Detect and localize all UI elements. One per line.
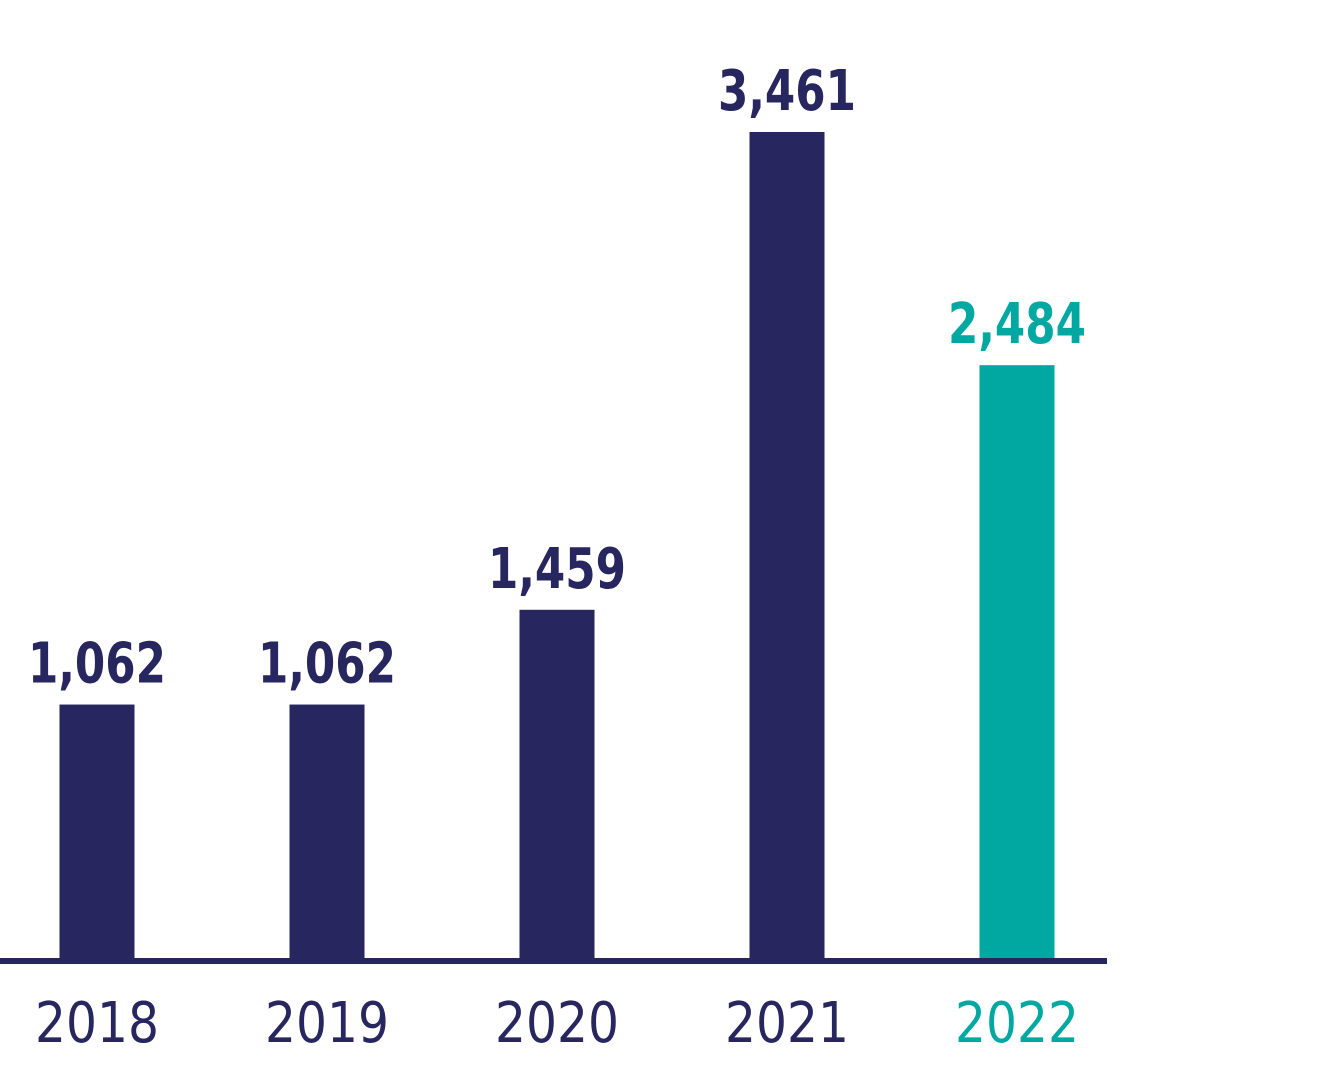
value-labels-group: 1,062 1,062 1,459 3,461 2,484 [28, 59, 1086, 697]
bar-2021 [749, 132, 825, 958]
tick-label-2022: 2022 [955, 991, 1079, 1056]
value-label-2019: 1,062 [258, 632, 396, 697]
tick-label-2020: 2020 [495, 991, 619, 1056]
value-label-2021: 3,461 [718, 59, 856, 124]
tick-labels-group: 2018 2019 2020 2021 2022 [35, 991, 1079, 1056]
tick-label-2018: 2018 [35, 991, 159, 1056]
value-label-2018: 1,062 [28, 632, 166, 697]
bar-2018 [59, 704, 135, 958]
bar-2022 [979, 365, 1055, 959]
value-label-2022: 2,484 [948, 292, 1086, 357]
tick-label-2021: 2021 [725, 991, 849, 1056]
value-label-2020: 1,459 [488, 537, 626, 602]
bars-group [59, 132, 1055, 959]
bar-2020 [519, 609, 595, 958]
tick-label-2019: 2019 [265, 991, 389, 1056]
bar-2019 [289, 704, 365, 958]
